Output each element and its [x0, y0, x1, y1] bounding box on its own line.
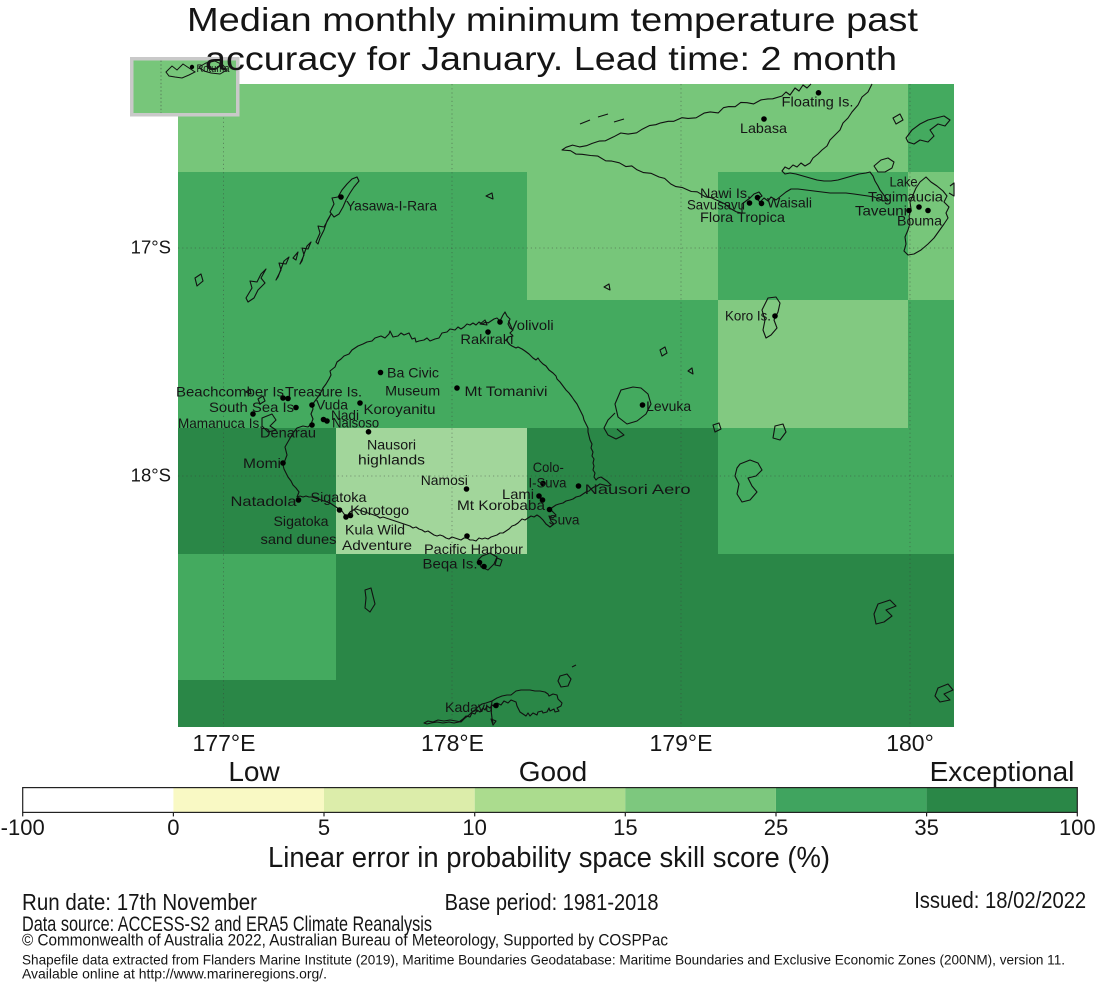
- svg-text:accuracy for January. Lead tim: accuracy for January. Lead time: 2 month: [205, 41, 897, 78]
- svg-text:Kadavu: Kadavu: [445, 699, 493, 715]
- svg-text:Vuda: Vuda: [316, 397, 348, 413]
- svg-text:Data source: ACCESS-S2 and ERA: Data source: ACCESS-S2 and ERA5 Climate …: [22, 913, 432, 936]
- svg-text:178°E: 178°E: [421, 730, 484, 756]
- svg-text:I-Suva: I-Suva: [529, 475, 567, 491]
- svg-text:Bouma: Bouma: [897, 213, 942, 229]
- svg-text:Mt Korobaba: Mt Korobaba: [457, 497, 545, 513]
- svg-text:Waisali: Waisali: [767, 195, 812, 211]
- svg-text:179°E: 179°E: [650, 730, 713, 756]
- svg-text:Denarau: Denarau: [260, 425, 316, 441]
- svg-text:Beachcomber Is: Beachcomber Is: [176, 384, 284, 400]
- svg-text:Low: Low: [228, 756, 280, 787]
- svg-text:Museum: Museum: [385, 383, 440, 399]
- svg-text:Mt Tomanivi: Mt Tomanivi: [465, 383, 548, 399]
- svg-text:Median monthly minimum tempera: Median monthly minimum temperature past: [187, 2, 919, 39]
- svg-text:Labasa: Labasa: [740, 120, 787, 136]
- svg-text:Korotogo: Korotogo: [350, 502, 409, 518]
- svg-text:0: 0: [167, 815, 179, 840]
- svg-text:18°S: 18°S: [131, 465, 171, 486]
- svg-text:Adventure: Adventure: [342, 537, 412, 553]
- svg-text:Treasure Is.: Treasure Is.: [285, 384, 362, 400]
- svg-text:© Commonwealth of Australia 20: © Commonwealth of Australia 2022, Austra…: [22, 931, 668, 950]
- svg-text:Ba Civic: Ba Civic: [387, 365, 439, 381]
- svg-text:17°S: 17°S: [131, 237, 171, 258]
- svg-text:5: 5: [318, 815, 330, 840]
- svg-text:sand dunes: sand dunes: [261, 531, 337, 547]
- svg-text:Shapefile data extracted from: Shapefile data extracted from Flanders M…: [22, 952, 1065, 968]
- svg-text:Savusavu: Savusavu: [687, 197, 745, 213]
- svg-text:Nadi: Nadi: [331, 407, 359, 423]
- svg-text:Levuka: Levuka: [646, 398, 691, 414]
- svg-text:Issued: 18/02/2022: Issued: 18/02/2022: [914, 887, 1086, 913]
- svg-text:Tagimaucia: Tagimaucia: [868, 189, 943, 205]
- svg-text:Colo-: Colo-: [533, 459, 564, 475]
- svg-text:South Sea Is: South Sea Is: [209, 399, 294, 415]
- svg-text:Koroyanitu: Koroyanitu: [364, 401, 436, 417]
- svg-text:-100: -100: [1, 815, 45, 840]
- svg-text:25: 25: [764, 815, 788, 840]
- svg-text:Koro Is.: Koro Is.: [725, 308, 771, 324]
- svg-text:Volivoli: Volivoli: [508, 317, 554, 333]
- svg-text:Base period: 1981-2018: Base period: 1981-2018: [445, 889, 659, 915]
- svg-text:Momi: Momi: [243, 455, 281, 471]
- svg-text:Natadola: Natadola: [231, 493, 297, 509]
- svg-text:Beqa Is.: Beqa Is.: [423, 556, 478, 572]
- svg-text:Linear error in probability sp: Linear error in probability space skill …: [268, 842, 830, 874]
- svg-text:100: 100: [1059, 815, 1096, 840]
- svg-text:Nausori: Nausori: [367, 437, 416, 453]
- svg-text:180°: 180°: [886, 730, 934, 756]
- svg-text:Naisoso: Naisoso: [332, 415, 379, 431]
- svg-text:Flora Tropica: Flora Tropica: [700, 209, 785, 225]
- svg-text:Kula Wild: Kula Wild: [345, 522, 405, 538]
- svg-text:35: 35: [914, 815, 938, 840]
- svg-text:177°E: 177°E: [193, 730, 256, 756]
- svg-text:Pacific Harbour: Pacific Harbour: [424, 541, 523, 557]
- svg-text:Sigatoka: Sigatoka: [274, 513, 329, 529]
- svg-text:Lami: Lami: [502, 486, 534, 502]
- svg-text:Suva: Suva: [549, 512, 580, 528]
- svg-text:Lake: Lake: [890, 174, 918, 190]
- svg-text:Run date: 17th November: Run date: 17th November: [22, 889, 257, 915]
- svg-text:Nausori Aero: Nausori Aero: [585, 481, 691, 497]
- svg-text:Good: Good: [519, 756, 588, 787]
- svg-text:Floating Is.: Floating Is.: [782, 94, 854, 110]
- svg-text:Nawi Is.: Nawi Is.: [700, 185, 751, 201]
- svg-text:Rotuma: Rotuma: [197, 63, 231, 75]
- svg-text:Taveuni: Taveuni: [855, 203, 907, 219]
- svg-text:Mamanuca Is.: Mamanuca Is.: [178, 415, 263, 431]
- svg-text:highlands: highlands: [358, 452, 425, 468]
- svg-text:Exceptional: Exceptional: [930, 756, 1075, 787]
- svg-text:Sigatoka: Sigatoka: [311, 489, 367, 505]
- svg-text:Available online at http://www: Available online at http://www.marinereg…: [22, 966, 327, 982]
- svg-text:Namosi: Namosi: [421, 472, 468, 488]
- svg-text:Rakiraki: Rakiraki: [460, 331, 513, 347]
- svg-text:10: 10: [462, 815, 486, 840]
- svg-text:Yasawa-I-Rara: Yasawa-I-Rara: [346, 198, 437, 214]
- svg-text:15: 15: [613, 815, 637, 840]
